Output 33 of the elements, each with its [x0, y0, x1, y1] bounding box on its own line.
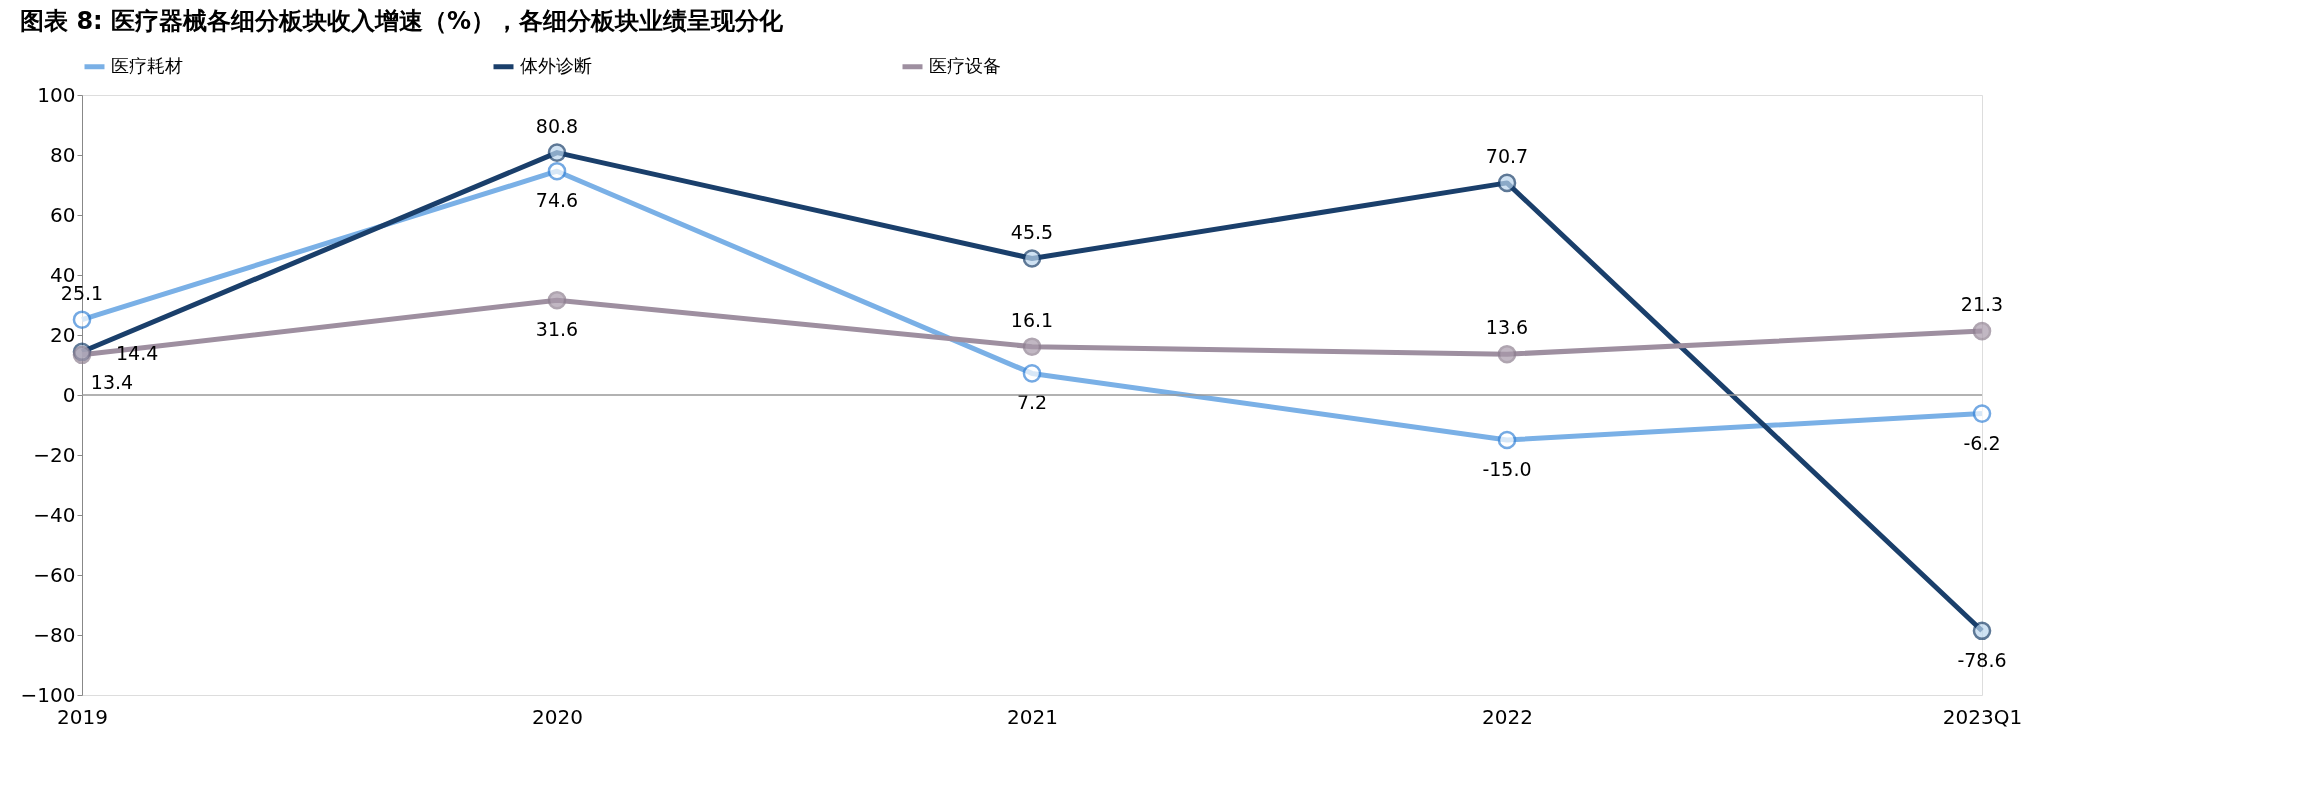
data-label: 7.2	[1016, 391, 1048, 414]
x-tick-label: 2019	[57, 704, 108, 729]
y-tick-label: −60	[33, 562, 76, 587]
x-tick-label: 2021	[1007, 704, 1058, 729]
data-label: 74.6	[535, 189, 579, 212]
chart-title: 图表 8: 医疗器械各细分板块收入增速（%），各细分板块业绩呈现分化	[20, 7, 785, 35]
data-label: -6.2	[1963, 431, 2001, 454]
data-label: 31.6	[535, 318, 579, 341]
y-tick-label: 80	[50, 142, 76, 167]
data-label: 16.1	[1010, 308, 1054, 331]
y-tick-label: −40	[33, 502, 76, 527]
y-tick-label: −100	[20, 682, 76, 707]
data-label: -15.0	[1482, 458, 1532, 480]
data-label: 13.6	[1485, 316, 1529, 339]
data-label: -78.6	[1957, 648, 2007, 671]
y-tick-label: 100	[37, 82, 76, 107]
x-tick-label: 2022	[1482, 704, 1533, 729]
data-label: 80.8	[535, 114, 579, 137]
data-label: 21.3	[1960, 293, 2004, 316]
data-label: 70.7	[1485, 144, 1529, 167]
data-label: 14.4	[116, 341, 159, 364]
x-tick-label: 2023Q1	[1942, 704, 2023, 729]
y-tick-label: 20	[50, 322, 76, 347]
y-tick-label: −20	[33, 442, 76, 467]
legend-label: 医疗耗材	[111, 54, 183, 76]
legend-label: 医疗设备	[929, 54, 1001, 76]
y-tick-label: 60	[50, 202, 76, 227]
data-label: 13.4	[90, 370, 134, 393]
y-tick-label: −80	[33, 622, 76, 647]
y-tick-label: 0	[62, 382, 76, 407]
x-tick-label: 2020	[532, 704, 583, 729]
data-label: 45.5	[1010, 220, 1054, 243]
legend-label: 体外诊断	[520, 54, 592, 76]
